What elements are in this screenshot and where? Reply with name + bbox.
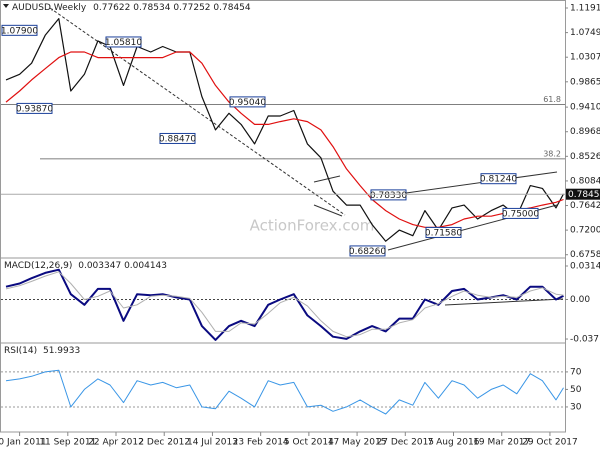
y-tick-label: 1.11910	[570, 4, 600, 14]
x-tick-label: 27 Dec 2015	[377, 438, 435, 448]
menu-icon	[3, 4, 9, 8]
y-tick-label: 50	[570, 385, 582, 395]
price-label-box	[1, 24, 38, 36]
price-label: 1.05810	[105, 38, 142, 48]
y-tick-label: 0.67580	[570, 250, 600, 260]
series-line	[5, 268, 564, 341]
y-tick-label: 70	[570, 367, 582, 377]
price-label: 0.81240	[480, 175, 517, 185]
macd-header: MACD(12,26,9) 0.003347 0.004143	[4, 261, 167, 271]
price-label-box	[16, 102, 53, 114]
price-label-box	[480, 173, 517, 185]
x-tick-label: 19 Mar 2017	[473, 438, 530, 448]
y-tick-label: 0.00	[570, 295, 590, 305]
x-tick-label: 23 Feb 2014	[233, 438, 289, 448]
y-tick-label: 0.031493	[570, 261, 600, 271]
price-header: AUDUSD,Weekly 0.77622 0.78534 0.77252 0.…	[12, 3, 251, 13]
series-line	[5, 271, 564, 338]
x-tick-label: 14 Jul 2013	[187, 438, 238, 448]
price-label: 0.75000	[502, 209, 539, 219]
current-price-label: 0.78454	[568, 190, 600, 200]
y-tick-label: -0.037164	[570, 335, 600, 345]
x-tick-label: 29 Oct 2017	[522, 438, 578, 448]
price-label-box	[159, 132, 196, 144]
price-label: 0.78330	[370, 191, 407, 201]
x-tick-label: 11 Sep 2011	[39, 438, 96, 448]
price-label: 0.88470	[159, 134, 196, 144]
x-tick-label: 7 Aug 2016	[428, 438, 480, 448]
x-tick-label: 30 Jan 2011	[0, 438, 47, 448]
x-tick-label: 17 May 2015	[328, 438, 387, 448]
price-label: 1.07900	[1, 26, 38, 36]
current-price-box	[566, 188, 600, 200]
watermark: ActionForex.com	[250, 217, 375, 235]
rsi-header: RSI(14) 51.9933	[4, 346, 80, 356]
price-label: 0.71580	[425, 228, 462, 238]
price-label: 0.93870	[16, 104, 53, 114]
wedge-line	[313, 175, 341, 183]
x-tick-label: 22 Apr 2012	[88, 438, 144, 448]
price-label: 0.68260	[349, 247, 386, 257]
y-tick-label: 1.07490	[570, 28, 600, 38]
price-label-box	[349, 245, 386, 257]
x-tick-label: 2 Dec 2012	[138, 438, 190, 448]
trend-line	[49, 7, 346, 216]
x-tick-label: 5 Oct 2014	[284, 438, 334, 448]
price-label-box	[502, 207, 539, 219]
price-label-box	[370, 189, 407, 201]
fib-label: 61.8	[543, 95, 561, 104]
price-label: 0.95040	[229, 98, 266, 108]
price-label-box	[105, 36, 142, 48]
macd-support	[444, 298, 564, 306]
fib-label: 38.2	[543, 149, 561, 158]
series-line	[5, 369, 564, 415]
price-label-box	[425, 226, 462, 238]
price-label-box	[229, 96, 266, 108]
rsi-frame	[0, 342, 566, 433]
wedge-line	[313, 204, 343, 217]
series-line	[5, 51, 564, 228]
y-tick-label: 30	[570, 402, 582, 412]
